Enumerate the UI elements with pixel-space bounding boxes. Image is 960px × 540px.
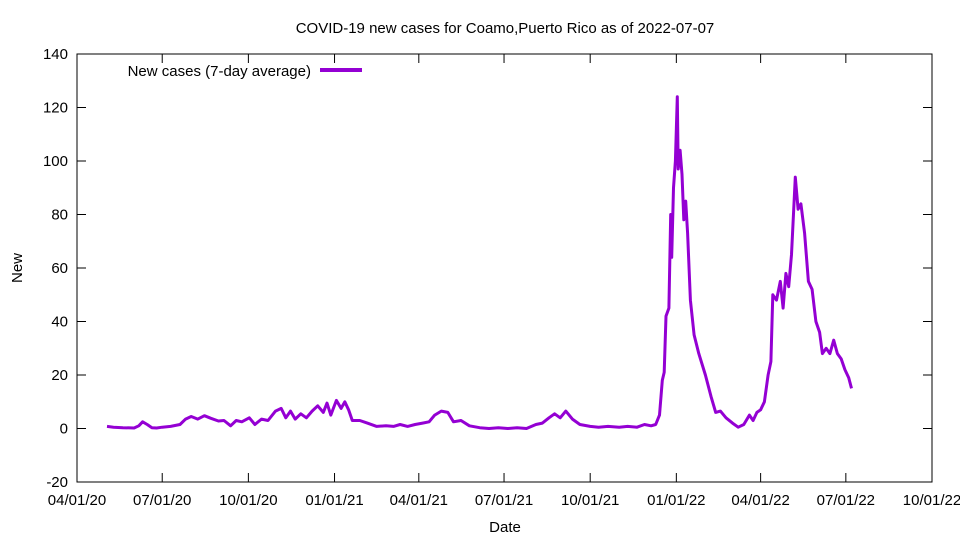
x-axis: 04/01/20 07/01/20 10/01/20 01/01/21 04/01/21… [48, 54, 960, 509]
chart-title: COVID-19 new cases for Coamo,Puerto Rico… [296, 20, 715, 37]
x-axis-label: Date [489, 519, 521, 536]
y-tick-label: 80 [51, 207, 68, 224]
x-tick-label: 07/01/22 [817, 492, 875, 509]
plot-frame [76, 53, 933, 483]
x-tick-label: 04/01/22 [731, 492, 789, 509]
x-tick-label: 07/01/21 [475, 492, 533, 509]
y-tick-label: 100 [43, 153, 68, 170]
series-group [106, 95, 853, 430]
y-axis: -20 0 20 40 60 80 100 120 140 [43, 46, 932, 491]
x-tick-label: 07/01/20 [133, 492, 191, 509]
legend: New cases (7-day average) [128, 63, 362, 80]
x-tick-label: 10/01/21 [561, 492, 619, 509]
y-tick-label: 120 [43, 100, 68, 117]
x-tick-label: 04/01/20 [48, 492, 106, 509]
y-tick-label: 0 [60, 421, 68, 438]
legend-label: New cases (7-day average) [128, 63, 311, 80]
x-tick-label: 04/01/21 [390, 492, 448, 509]
x-tick-label: 10/01/20 [219, 492, 277, 509]
x-tick-label: 01/01/21 [305, 492, 363, 509]
x-tick-label: 01/01/22 [647, 492, 705, 509]
x-tick-label: 10/01/22 [903, 492, 960, 509]
y-tick-label: 140 [43, 46, 68, 63]
y-tick-label: 20 [51, 367, 68, 384]
y-tick-label: 60 [51, 260, 68, 277]
series-line [106, 95, 853, 430]
y-tick-label: 40 [51, 314, 68, 331]
y-axis-label: New [9, 253, 26, 283]
y-tick-label: -20 [46, 474, 68, 491]
